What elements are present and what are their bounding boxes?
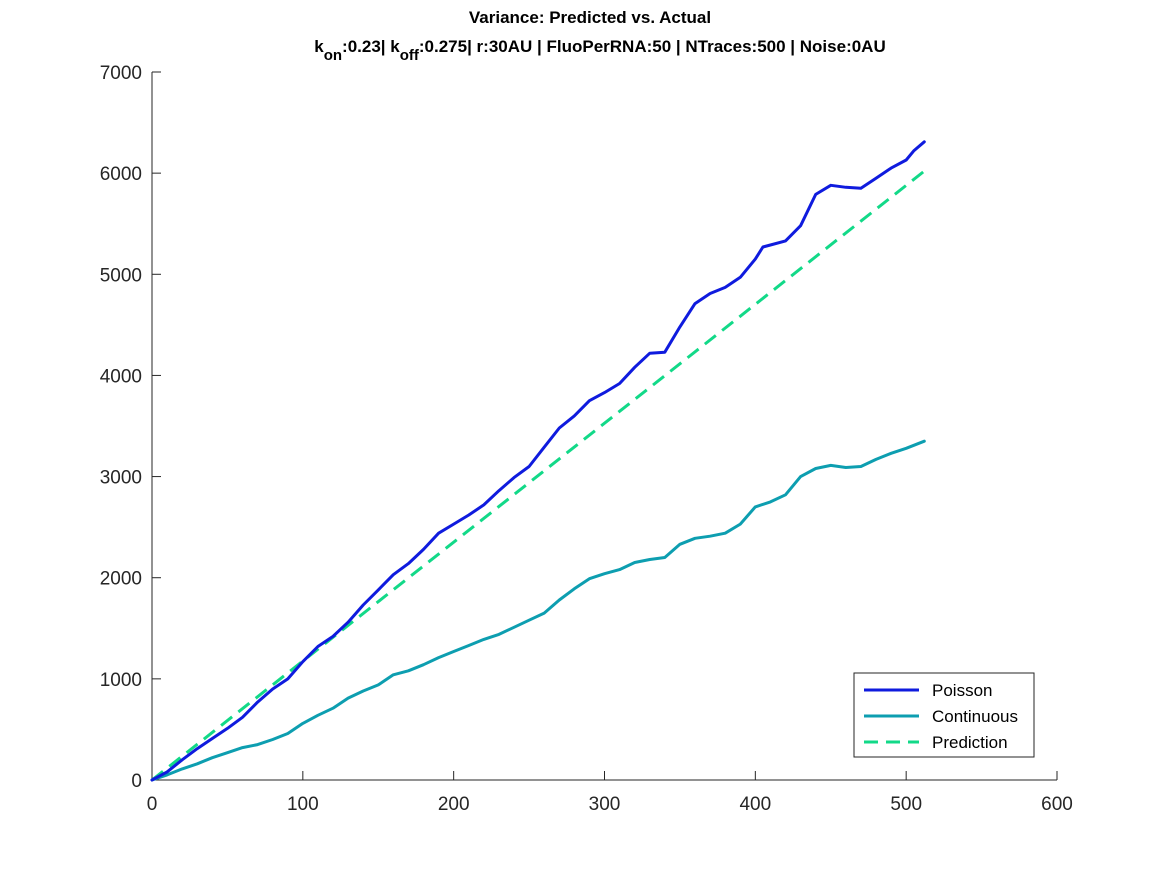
y-tick-label: 4000	[100, 366, 142, 387]
plot-area: 0 100 200 300 400 500 600010002000300040005000…	[100, 63, 1073, 815]
legend-label-prediction: Prediction	[932, 733, 1008, 752]
subtitle-segment: k	[314, 37, 324, 56]
y-tick-label: 1000	[100, 670, 142, 691]
x-tick-label: 300	[589, 794, 621, 815]
y-tick-label: 0	[131, 771, 142, 792]
x-tick-label: 600	[1041, 794, 1073, 815]
subtitle-segment: :0.275| r:30AU | FluoPerRNA:50 | NTraces…	[419, 37, 886, 56]
y-tick-label: 3000	[100, 468, 142, 489]
subtitle-subscript: on	[324, 47, 342, 64]
y-tick-label: 5000	[100, 265, 142, 286]
chart-title: Variance: Predicted vs. Actual	[469, 8, 711, 27]
x-tick-label: 500	[890, 794, 922, 815]
legend-label-continuous: Continuous	[932, 707, 1018, 726]
subtitle-segment: :0.23| k	[342, 37, 400, 56]
series-line-prediction	[151, 169, 926, 782]
x-tick-label: 200	[438, 794, 470, 815]
x-tick-label: 100	[287, 794, 319, 815]
y-tick-label: 7000	[100, 63, 142, 84]
subtitle-subscript: off	[400, 47, 420, 64]
chart-subtitle: kon:0.23| koff:0.275| r:30AU | FluoPerRN…	[314, 37, 886, 64]
x-tick-label: 0	[147, 794, 158, 815]
series-line-continuous	[150, 439, 926, 782]
y-tick-label: 2000	[100, 569, 142, 590]
legend-label-poisson: Poisson	[932, 681, 992, 700]
legend: Poisson Continuous Prediction	[853, 672, 1035, 758]
y-tick-label: 6000	[100, 164, 142, 185]
series-line-poisson	[150, 140, 926, 782]
series-layer	[150, 140, 926, 782]
axes: 0 100 200 300 400 500 600010002000300040005000…	[100, 63, 1073, 815]
x-tick-label: 400	[739, 794, 771, 815]
